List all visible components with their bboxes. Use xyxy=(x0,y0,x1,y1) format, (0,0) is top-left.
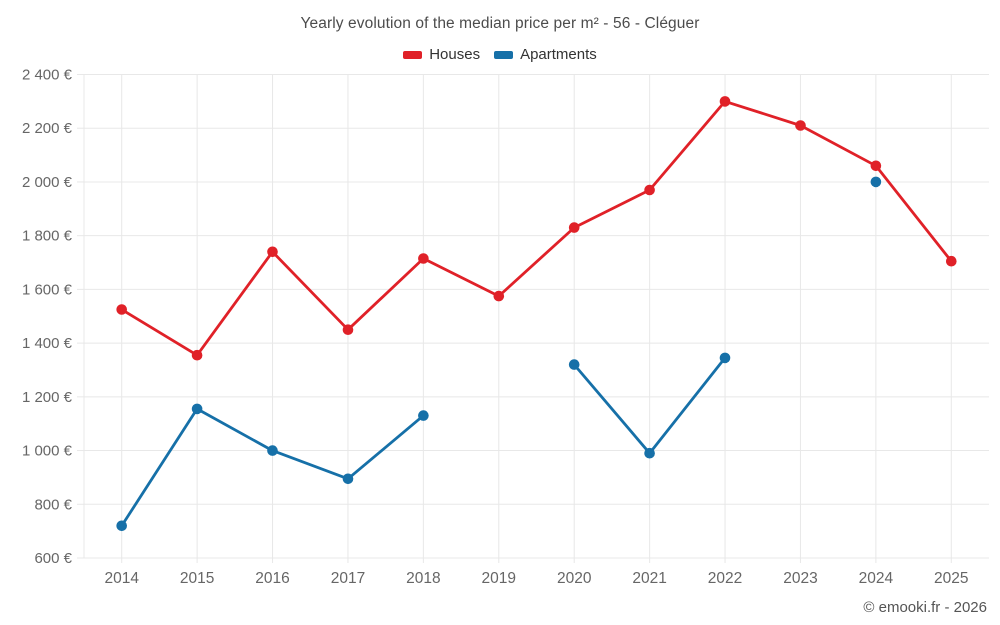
y-tick-label: 1 400 € xyxy=(22,335,73,352)
houses-legend-label: Houses xyxy=(429,46,481,63)
x-tick-label: 2022 xyxy=(708,570,742,587)
x-tick-label: 2017 xyxy=(331,570,365,587)
y-tick-label: 2 400 € xyxy=(22,67,73,84)
houses-point-2023[interactable] xyxy=(795,120,806,131)
x-tick-label: 2025 xyxy=(934,570,968,587)
houses-point-2016[interactable] xyxy=(267,246,278,258)
x-tick-label: 2016 xyxy=(255,570,289,587)
houses-point-2022[interactable] xyxy=(719,96,731,107)
apartments-point-2014[interactable] xyxy=(116,520,127,532)
houses-point-2024[interactable] xyxy=(870,160,882,172)
x-tick-label: 2019 xyxy=(482,570,516,587)
houses-legend-swatch xyxy=(403,50,423,59)
houses-point-2018[interactable] xyxy=(418,253,429,264)
y-tick-label: 1 600 € xyxy=(22,281,73,298)
y-tick-label: 800 € xyxy=(34,496,72,513)
apartments-point-2015[interactable] xyxy=(191,403,203,415)
y-tick-label: 1 800 € xyxy=(22,228,73,245)
apartments-point-2021[interactable] xyxy=(644,447,655,459)
apartments-point-2016[interactable] xyxy=(267,445,278,456)
apartments-legend-label: Apartments xyxy=(520,46,597,63)
houses-point-2014[interactable] xyxy=(116,304,127,315)
y-tick-label: 600 € xyxy=(34,550,72,567)
apartments-legend-swatch xyxy=(494,50,514,59)
houses-point-2021[interactable] xyxy=(644,184,655,196)
apartments-point-2022[interactable] xyxy=(719,352,731,364)
chart-title: Yearly evolution of the median price per… xyxy=(300,15,700,32)
houses-line xyxy=(120,100,953,357)
x-tick-label: 2015 xyxy=(180,570,214,587)
apartments-point-2020[interactable] xyxy=(568,359,580,370)
x-tick-label: 2023 xyxy=(783,570,817,587)
apartments-point-2024[interactable] xyxy=(870,176,882,188)
x-tick-label: 2018 xyxy=(406,570,440,587)
y-tick-label: 2 200 € xyxy=(22,120,73,137)
copyright-note: © emooki.fr - 2026 xyxy=(863,599,987,616)
apartments-point-2017[interactable] xyxy=(342,473,354,485)
houses-point-2025[interactable] xyxy=(946,255,957,267)
apartments-point-2018[interactable] xyxy=(418,410,429,421)
houses-point-2015[interactable] xyxy=(191,349,203,361)
x-tick-label: 2020 xyxy=(557,570,592,587)
x-tick-label: 2021 xyxy=(632,570,666,587)
y-tick-label: 1 200 € xyxy=(22,389,73,406)
y-tick-label: 2 000 € xyxy=(22,174,73,191)
x-tick-label: 2014 xyxy=(104,570,139,587)
chart-legend: Houses Apartments xyxy=(0,46,1000,63)
houses-point-2017[interactable] xyxy=(342,324,354,336)
x-tick-label: 2024 xyxy=(859,570,894,587)
houses-point-2019[interactable] xyxy=(493,290,505,302)
houses-point-2020[interactable] xyxy=(568,222,580,233)
legend-item-apartments[interactable]: Apartments xyxy=(494,46,597,63)
y-tick-label: 1 000 € xyxy=(22,443,73,460)
legend-item-houses[interactable]: Houses xyxy=(403,46,480,63)
